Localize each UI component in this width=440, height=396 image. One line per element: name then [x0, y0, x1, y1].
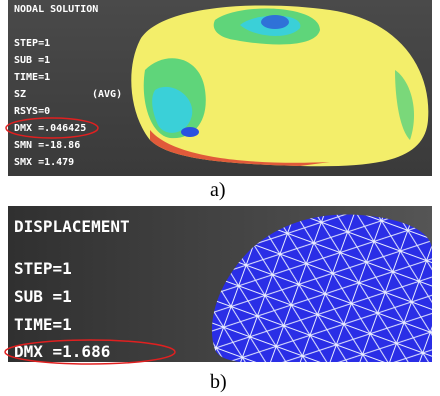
- contour-blue: [261, 15, 289, 29]
- panel-title: NODAL SOLUTION: [14, 4, 98, 15]
- caption: a): [210, 179, 226, 201]
- panel-b: DISPLACEMENT STEP=1 SUB =1 TIME=1 DMX =1…: [5, 206, 432, 364]
- info-line: STEP=1: [14, 38, 50, 49]
- info-line: SZ: [14, 89, 26, 100]
- info-line: (AVG): [92, 89, 122, 100]
- info-line: STEP=1: [14, 259, 72, 278]
- figure: NODAL SOLUTION STEP=1 SUB =1 TIME=1 SZ (…: [0, 0, 440, 396]
- info-line: TIME=1: [14, 72, 50, 83]
- info-line: DMX =.046425: [14, 123, 86, 134]
- info-line: TIME=1: [14, 315, 72, 334]
- info-line: RSYS=0: [14, 106, 50, 117]
- panel-title: DISPLACEMENT: [14, 217, 130, 236]
- caption: b): [210, 371, 227, 393]
- info-line: DMX =1.686: [14, 342, 110, 361]
- info-line: SUB =1: [14, 287, 72, 306]
- panel-a: NODAL SOLUTION STEP=1 SUB =1 TIME=1 SZ (…: [6, 0, 432, 176]
- info-line: SMN =-18.86: [14, 140, 80, 151]
- info-line: SMX =1.479: [14, 157, 74, 168]
- info-line: SUB =1: [14, 55, 50, 66]
- contour-blue: [181, 127, 199, 137]
